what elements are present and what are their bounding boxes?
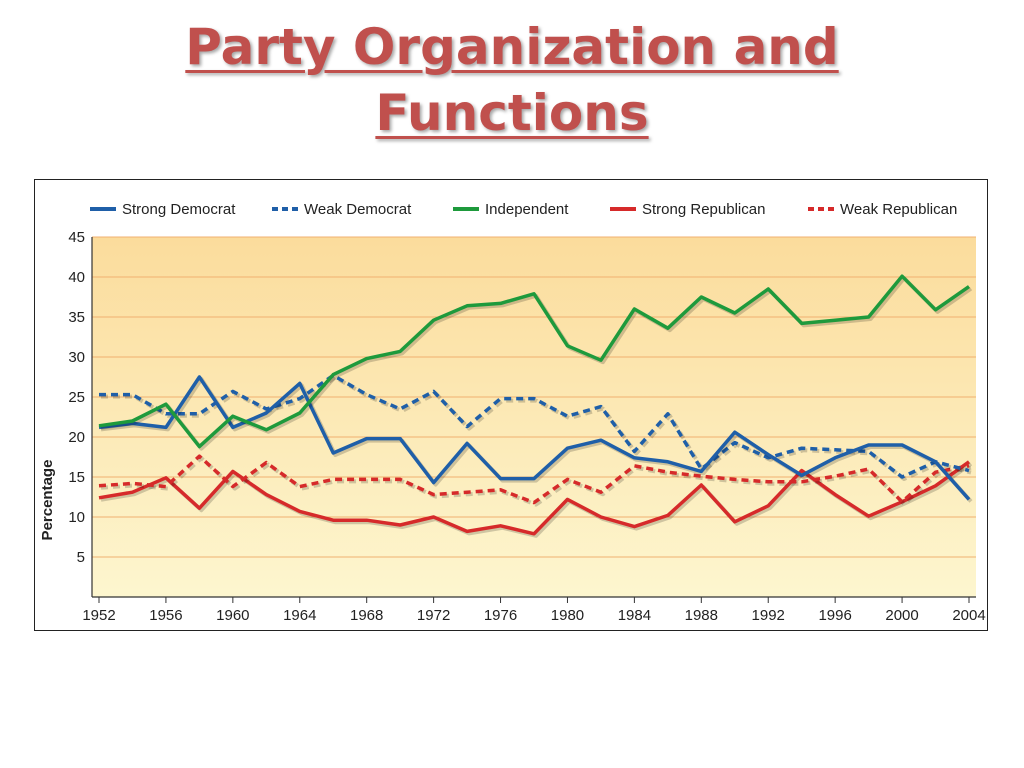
axes: 5 10 15 20 25 30 35 40 45 1952 1956 1960 1964 1968 197… [68, 229, 985, 624]
y-tick-label: 45 [68, 229, 85, 246]
slide-title-line-1: Party Organization and [185, 18, 839, 76]
series-line-independent [98, 274, 970, 449]
y-tick-label: 5 [77, 549, 85, 566]
x-tick-label: 1980 [551, 607, 584, 624]
y-tick-label: 30 [68, 349, 85, 366]
x-tick-label: 1960 [216, 607, 249, 624]
series-lines [98, 274, 973, 538]
line-chart: Strong Democrat Weak Democrat Independent S… [39, 201, 986, 624]
legend-label-weak-democrat: Weak Democrat [304, 201, 412, 218]
x-tick-label: 1992 [752, 607, 785, 624]
slide-title-line-2: Functions [375, 84, 649, 142]
x-tick-label: 2004 [952, 607, 985, 624]
series-shadow-weak-republican [100, 456, 972, 507]
x-tick-label: 1956 [149, 607, 182, 624]
series-line-weak-democrat [99, 373, 970, 479]
x-tick-label: 1988 [685, 607, 718, 624]
x-tick-label: 2000 [885, 607, 918, 624]
slide-title: Party Organization and Functions [0, 14, 1024, 146]
x-tick-label: 1972 [417, 607, 450, 624]
legend-label-independent: Independent [485, 201, 569, 218]
y-tick-label: 25 [68, 389, 85, 406]
y-tick-label: 10 [68, 509, 85, 526]
chart-frame: Strong Democrat Weak Democrat Independent S… [34, 179, 988, 631]
x-tick-label: 1984 [618, 607, 651, 624]
legend-label-strong-democrat: Strong Democrat [122, 201, 236, 218]
x-tick-label: 1996 [818, 607, 851, 624]
y-axis-label: Percentage [39, 460, 56, 541]
x-tick-label: 1976 [484, 607, 517, 624]
legend-label-weak-republican: Weak Republican [840, 201, 957, 218]
legend-label-strong-republican: Strong Republican [642, 201, 765, 218]
x-tick-label: 1968 [350, 607, 383, 624]
chart-legend: Strong Democrat Weak Democrat Independent S… [90, 201, 957, 218]
series-line-weak-republican [98, 454, 970, 505]
y-tick-label: 40 [68, 269, 85, 286]
y-tick-label: 15 [68, 469, 85, 486]
y-tick-label: 35 [68, 309, 85, 326]
series-shadow-strong-democrat [100, 377, 973, 503]
y-tick-label: 20 [68, 429, 85, 446]
x-tick-label: 1964 [283, 607, 316, 624]
x-tick-label: 1952 [82, 607, 115, 624]
